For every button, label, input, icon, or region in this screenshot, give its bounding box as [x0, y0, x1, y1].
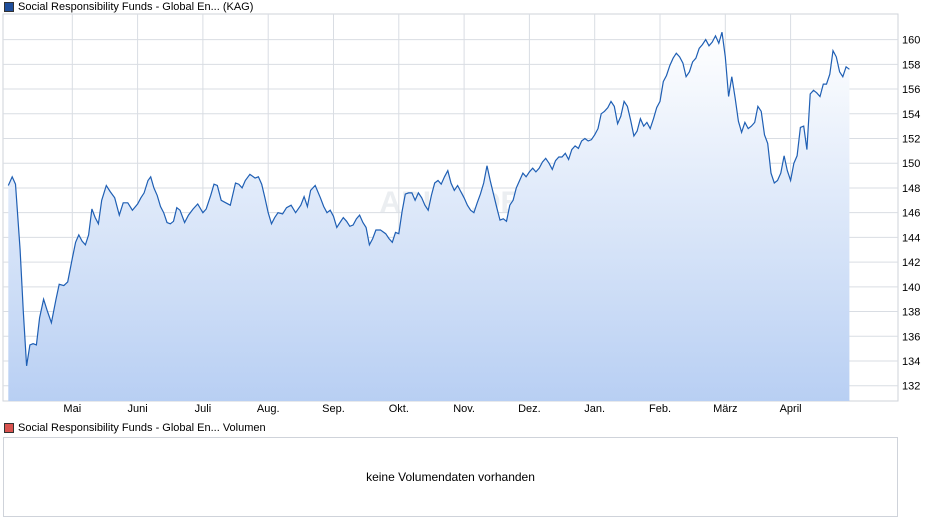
y-tick-label: 138 — [902, 307, 920, 319]
x-tick-label: Dez. — [518, 403, 541, 415]
legend-volume: Social Responsibility Funds - Global En.… — [4, 421, 266, 435]
x-tick-label: Aug. — [257, 403, 280, 415]
y-tick-label: 136 — [902, 331, 920, 343]
x-tick-label: Mai — [63, 403, 81, 415]
x-tick-label: Nov. — [453, 403, 475, 415]
y-tick-label: 146 — [902, 208, 920, 220]
x-tick-label: Sep. — [322, 403, 345, 415]
y-tick-label: 144 — [902, 232, 920, 244]
y-tick-label: 148 — [902, 183, 920, 195]
y-tick-label: 132 — [902, 381, 920, 393]
y-tick-label: 160 — [902, 35, 920, 47]
y-tick-label: 158 — [902, 59, 920, 71]
x-tick-label: Juli — [195, 403, 212, 415]
y-tick-label: 152 — [902, 134, 920, 146]
y-tick-label: 134 — [902, 356, 920, 368]
x-axis-labels: Mai Juni Juli Aug. Sep. Okt. Nov. Dez. Jan. Feb. M… — [63, 403, 801, 415]
price-line — [7, 32, 850, 366]
y-tick-label: 142 — [902, 257, 920, 269]
legend-price-swatch — [4, 2, 14, 12]
legend-price-label: Social Responsibility Funds - Global En.… — [18, 1, 254, 13]
x-tick-label: Juni — [128, 403, 148, 415]
volume-panel: keine Volumendaten vorhanden — [3, 437, 898, 517]
y-tick-label: 156 — [902, 84, 920, 96]
y-tick-label: 140 — [902, 282, 920, 294]
x-tick-label: Okt. — [389, 403, 409, 415]
y-tick-label: 150 — [902, 158, 920, 170]
legend-price: Social Responsibility Funds - Global En.… — [4, 0, 253, 14]
legend-volume-swatch — [4, 423, 14, 433]
legend-volume-label: Social Responsibility Funds - Global En.… — [18, 422, 266, 434]
y-axis-labels: 132 134 136 138 140 142 144 146 148 150 152 154 156 1… — [902, 35, 920, 393]
x-tick-label: April — [780, 403, 802, 415]
x-tick-label: Feb. — [649, 403, 671, 415]
volume-empty-message: keine Volumendaten vorhanden — [366, 470, 535, 484]
x-tick-label: Jan. — [584, 403, 605, 415]
x-tick-label: März — [713, 403, 737, 415]
y-tick-label: 154 — [902, 109, 920, 121]
price-chart: ARIVA.DE 1321341361381401421441461481501… — [2, 13, 920, 415]
